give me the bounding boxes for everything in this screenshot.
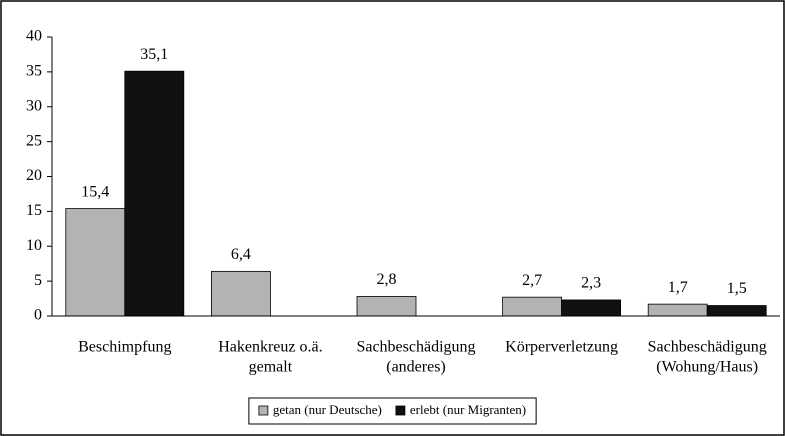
x-tick-label: Beschimpfung xyxy=(78,339,171,356)
bar xyxy=(561,299,621,317)
data-label: 1,7 xyxy=(668,279,688,296)
x-tick-label: Hakenkreuz o.ä. xyxy=(218,339,322,356)
legend-label: erlebt (nur Migranten) xyxy=(410,402,526,417)
bar xyxy=(502,296,563,317)
x-tick-label: Sachbeschädigung xyxy=(356,339,475,356)
data-label: 1,5 xyxy=(727,280,747,297)
x-tick-label: (Wohung/Haus) xyxy=(656,359,758,376)
y-tick-label: 15 xyxy=(26,202,42,219)
y-tick-label: 35 xyxy=(26,63,42,80)
x-tick-label: Körperverletzung xyxy=(505,339,618,356)
data-label: 2,3 xyxy=(581,275,601,292)
bar xyxy=(65,208,126,317)
legend-swatch xyxy=(258,405,269,416)
y-tick-label: 20 xyxy=(26,167,42,184)
bar xyxy=(356,296,417,317)
data-label: 6,4 xyxy=(231,246,251,263)
data-label: 15,4 xyxy=(81,183,109,200)
data-label: 2,7 xyxy=(522,272,542,289)
bar xyxy=(706,305,767,317)
data-label: 2,8 xyxy=(377,271,397,288)
legend-swatch xyxy=(395,405,406,416)
x-tick-label: Sachbeschädigung xyxy=(648,339,767,356)
y-tick-label: 30 xyxy=(26,97,42,114)
y-tick-label: 5 xyxy=(34,272,42,289)
y-tick-label: 40 xyxy=(26,28,42,45)
x-tick-label: (anderes) xyxy=(386,359,446,376)
y-tick-label: 10 xyxy=(26,237,42,254)
legend-label: getan (nur Deutsche) xyxy=(273,402,382,417)
legend: getan (nur Deutsche) erlebt (nur Migrante… xyxy=(248,397,537,425)
legend-box xyxy=(248,397,537,425)
data-label: 35,1 xyxy=(140,46,168,63)
x-tick-label: gemalt xyxy=(249,359,293,376)
bar xyxy=(647,303,708,317)
y-tick-label: 0 xyxy=(34,307,42,324)
bar xyxy=(124,70,185,317)
bar xyxy=(210,270,271,317)
y-tick-label: 25 xyxy=(26,132,42,149)
